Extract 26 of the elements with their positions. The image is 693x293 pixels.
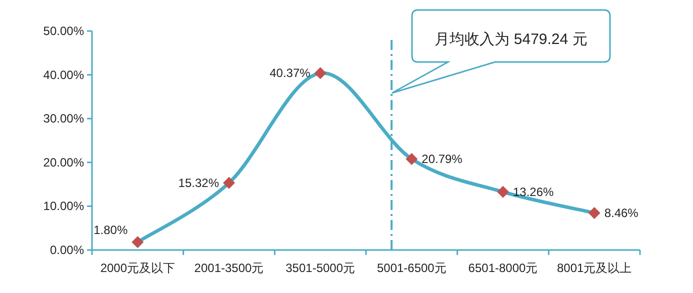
point [497, 186, 509, 198]
y-tick-label: 40.00% [43, 68, 84, 82]
y-tick-label: 30.00% [43, 112, 84, 126]
x-tick-label: 2000元及以下 [100, 261, 176, 275]
point [314, 67, 326, 80]
x-tick-label: 6501-8000元 [468, 261, 538, 275]
annotation: 月均收入为 5479.24 元 [434, 31, 588, 48]
x-tick-label: 8001元及以上 [556, 261, 632, 275]
data-label: 13.26% [513, 184, 554, 199]
data-label: 20.79% [422, 152, 463, 166]
y-tick-label: 0.00% [50, 243, 84, 257]
point [406, 152, 418, 165]
callout: 月均收入为 5479.24 元 [391, 9, 611, 94]
data-label: 1.80% [94, 223, 128, 238]
x-tick-label: 5001-6500元 [376, 261, 446, 275]
x-tick-label: 3501-5000元 [286, 261, 356, 275]
y-tick-label: 20.00% [43, 155, 84, 170]
data-label: 8.46% [604, 206, 639, 220]
data-label: 15.32% [178, 176, 220, 190]
y-tick-label: 10.00% [43, 199, 84, 214]
x-tick-label: 2001-3500元 [194, 261, 264, 275]
point [223, 176, 235, 189]
point [588, 206, 600, 219]
y-tick-label: 50.00% [43, 24, 84, 38]
point [132, 236, 144, 248]
data-label: 40.37% [270, 66, 311, 80]
